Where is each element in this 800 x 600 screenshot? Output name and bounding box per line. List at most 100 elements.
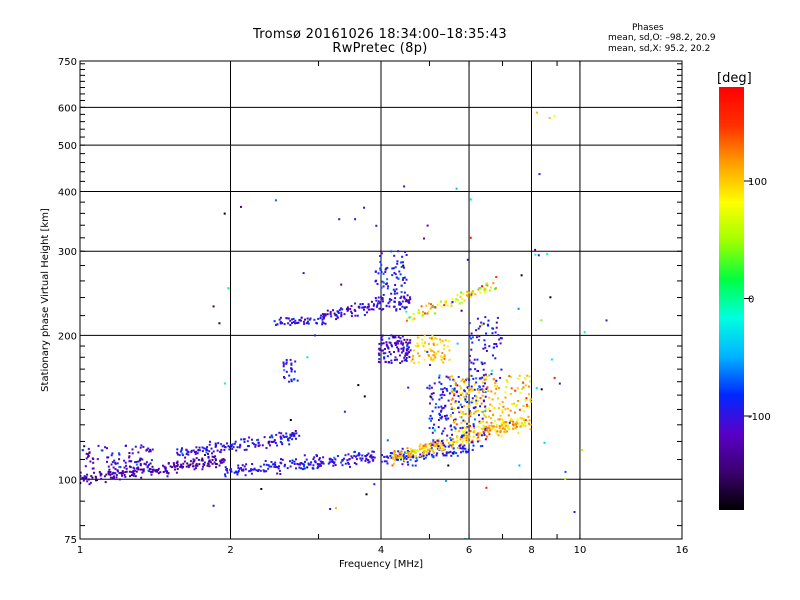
data-point (438, 398, 441, 401)
data-point (406, 353, 409, 356)
data-point (526, 374, 529, 377)
data-point (461, 297, 464, 300)
data-point (471, 399, 474, 402)
data-point (282, 365, 285, 368)
data-point (355, 463, 358, 466)
data-point (509, 392, 512, 395)
data-point (508, 428, 511, 431)
data-point (474, 394, 476, 397)
data-point (405, 306, 408, 309)
data-point (321, 313, 324, 316)
data-point (481, 388, 484, 391)
data-point (405, 455, 408, 458)
data-point (455, 435, 458, 437)
data-point (403, 356, 406, 359)
data-point (207, 453, 209, 455)
data-point (147, 447, 150, 450)
data-point (515, 405, 518, 408)
data-point (464, 420, 467, 423)
data-point (135, 470, 138, 473)
data-point (274, 199, 277, 202)
data-point (450, 304, 453, 307)
data-point (499, 337, 502, 339)
data-point (192, 449, 195, 452)
data-point (326, 309, 329, 312)
data-point (81, 476, 84, 479)
data-point (450, 408, 453, 410)
data-point (364, 454, 367, 457)
data-point (268, 465, 271, 468)
data-point (377, 352, 380, 355)
data-point (401, 305, 404, 308)
data-point (312, 467, 315, 470)
data-point (310, 461, 313, 464)
data-point (351, 456, 354, 459)
data-point (208, 459, 211, 462)
data-point (401, 278, 404, 281)
data-point (581, 449, 584, 451)
data-point (162, 464, 164, 467)
data-point (235, 470, 238, 473)
data-point (349, 465, 351, 468)
data-point (285, 361, 288, 364)
data-point (392, 453, 395, 456)
data-point (443, 454, 446, 457)
data-point (404, 352, 407, 355)
data-point (141, 458, 144, 461)
data-point (450, 403, 453, 405)
data-point (403, 291, 406, 294)
data-point (316, 463, 319, 465)
data-point (466, 434, 469, 437)
data-point (484, 415, 487, 418)
data-point (214, 455, 217, 458)
data-point (437, 406, 440, 409)
data-point (529, 398, 532, 401)
data-point (522, 424, 524, 427)
data-point (434, 306, 437, 308)
data-point (440, 358, 443, 361)
data-point (405, 451, 408, 454)
data-point (232, 446, 235, 449)
data-points (80, 111, 608, 539)
data-point (463, 436, 465, 439)
data-point (475, 433, 478, 436)
data-point (291, 459, 294, 462)
data-point (114, 468, 117, 471)
data-point (397, 347, 400, 350)
data-point (250, 468, 253, 471)
data-point (482, 385, 485, 388)
data-point (133, 469, 136, 472)
data-point (149, 470, 152, 473)
data-point (422, 345, 425, 348)
data-point (293, 435, 296, 438)
data-point (382, 342, 385, 345)
data-point (194, 453, 197, 455)
data-point (405, 357, 408, 359)
data-point (379, 302, 382, 305)
data-point (166, 470, 169, 473)
data-point (474, 406, 477, 409)
data-point (205, 451, 208, 454)
data-point (134, 445, 137, 448)
data-point (420, 305, 423, 308)
data-point (524, 419, 527, 422)
data-point (392, 336, 395, 339)
data-point (479, 405, 482, 408)
data-point (288, 374, 291, 377)
data-point (492, 346, 495, 349)
data-point (381, 338, 384, 341)
data-point (451, 406, 453, 409)
data-point (468, 322, 471, 325)
data-point (421, 447, 424, 450)
data-point (486, 436, 489, 439)
data-point (432, 342, 435, 345)
data-point (439, 394, 442, 397)
data-point (494, 392, 497, 395)
data-point (438, 376, 441, 379)
data-point (110, 454, 113, 457)
data-point (478, 414, 480, 417)
data-point (483, 339, 486, 342)
data-point (201, 459, 204, 462)
data-point (417, 336, 420, 339)
data-point (478, 335, 481, 338)
